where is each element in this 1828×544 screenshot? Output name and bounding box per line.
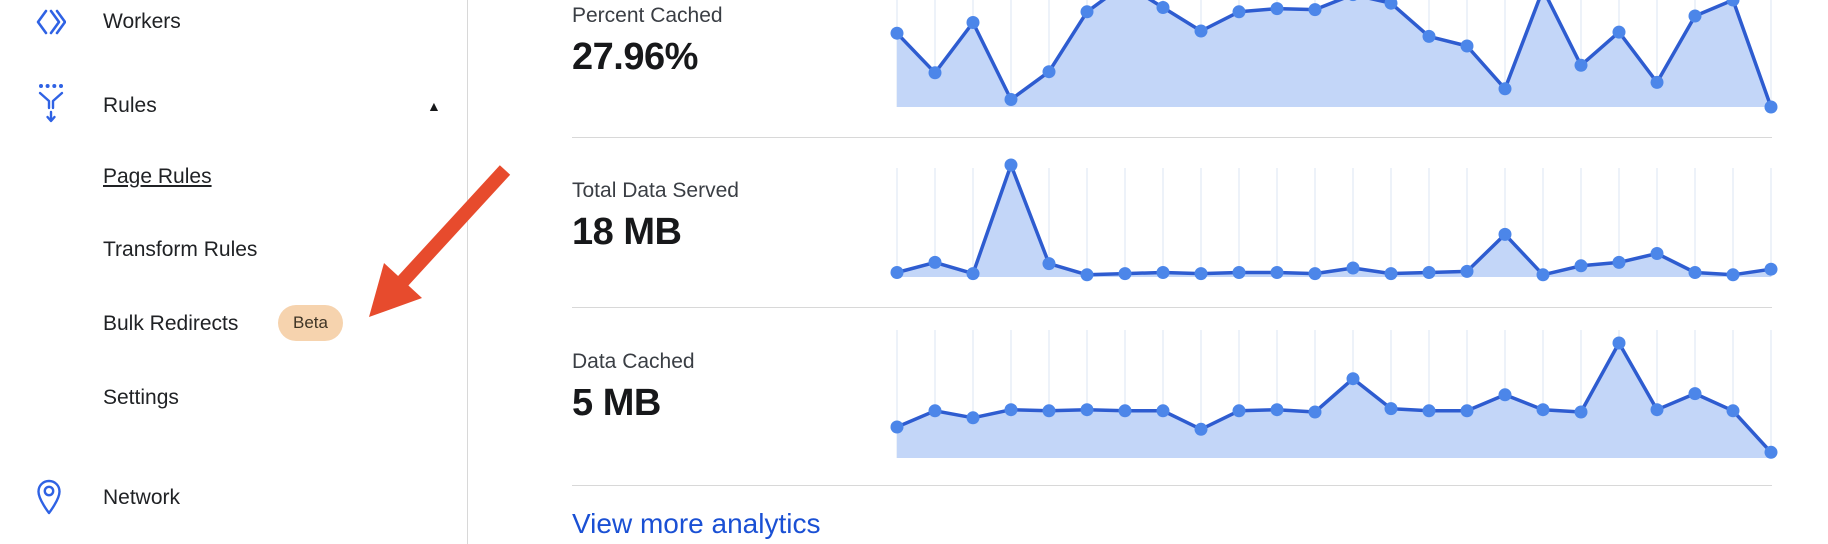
stat-total-data-served: Total Data Served 18 MB xyxy=(572,178,739,254)
total-data-served-chart xyxy=(890,158,1778,282)
beta-badge: Beta xyxy=(278,305,343,341)
sidebar-item-label: Settings xyxy=(103,386,179,409)
sidebar-item-label: Rules xyxy=(103,94,157,117)
stat-data-cached: Data Cached 5 MB xyxy=(572,349,695,425)
data-cached-chart xyxy=(890,328,1778,459)
sidebar-item-settings[interactable]: Settings xyxy=(0,376,467,420)
stat-label: Total Data Served xyxy=(572,179,739,202)
section-divider xyxy=(572,485,1772,486)
sidebar-item-transform-rules[interactable]: Transform Rules xyxy=(0,228,467,272)
stat-value: 27.96% xyxy=(572,36,698,78)
sidebar-item-label: Bulk Redirects xyxy=(103,312,239,335)
section-divider xyxy=(572,137,1772,138)
sidebar-item-bulk-redirects[interactable]: Bulk Redirects Beta xyxy=(0,302,467,346)
sidebar-item-label: Page Rules xyxy=(103,165,212,188)
pin-icon xyxy=(36,479,62,517)
stat-value: 5 MB xyxy=(572,382,661,424)
analytics-panel: Percent Cached 27.96% Total Data Served … xyxy=(468,0,1828,544)
section-divider xyxy=(572,307,1772,308)
sidebar-item-network[interactable]: Network xyxy=(0,476,467,520)
percent-cached-chart xyxy=(890,0,1778,114)
stat-label: Data Cached xyxy=(572,350,695,373)
filter-icon xyxy=(36,82,66,126)
collapse-caret-icon[interactable]: ▲ xyxy=(427,98,441,114)
sidebar-item-page-rules[interactable]: Page Rules xyxy=(0,155,467,199)
stat-label: Percent Cached xyxy=(572,4,723,27)
sidebar-item-label: Network xyxy=(103,486,181,509)
sidebar-item-label: Workers xyxy=(103,10,181,33)
stat-value: 18 MB xyxy=(572,211,682,253)
sidebar-item-label: Transform Rules xyxy=(103,238,258,261)
stat-percent-cached: Percent Cached 27.96% xyxy=(572,3,723,79)
sidebar-item-rules[interactable]: Rules ▲ xyxy=(0,84,467,128)
sidebar: Workers Rules ▲ Pag xyxy=(0,0,468,544)
sidebar-item-workers[interactable]: Workers xyxy=(0,0,467,44)
workers-icon xyxy=(36,9,66,35)
view-more-analytics-link[interactable]: View more analytics xyxy=(572,508,821,539)
